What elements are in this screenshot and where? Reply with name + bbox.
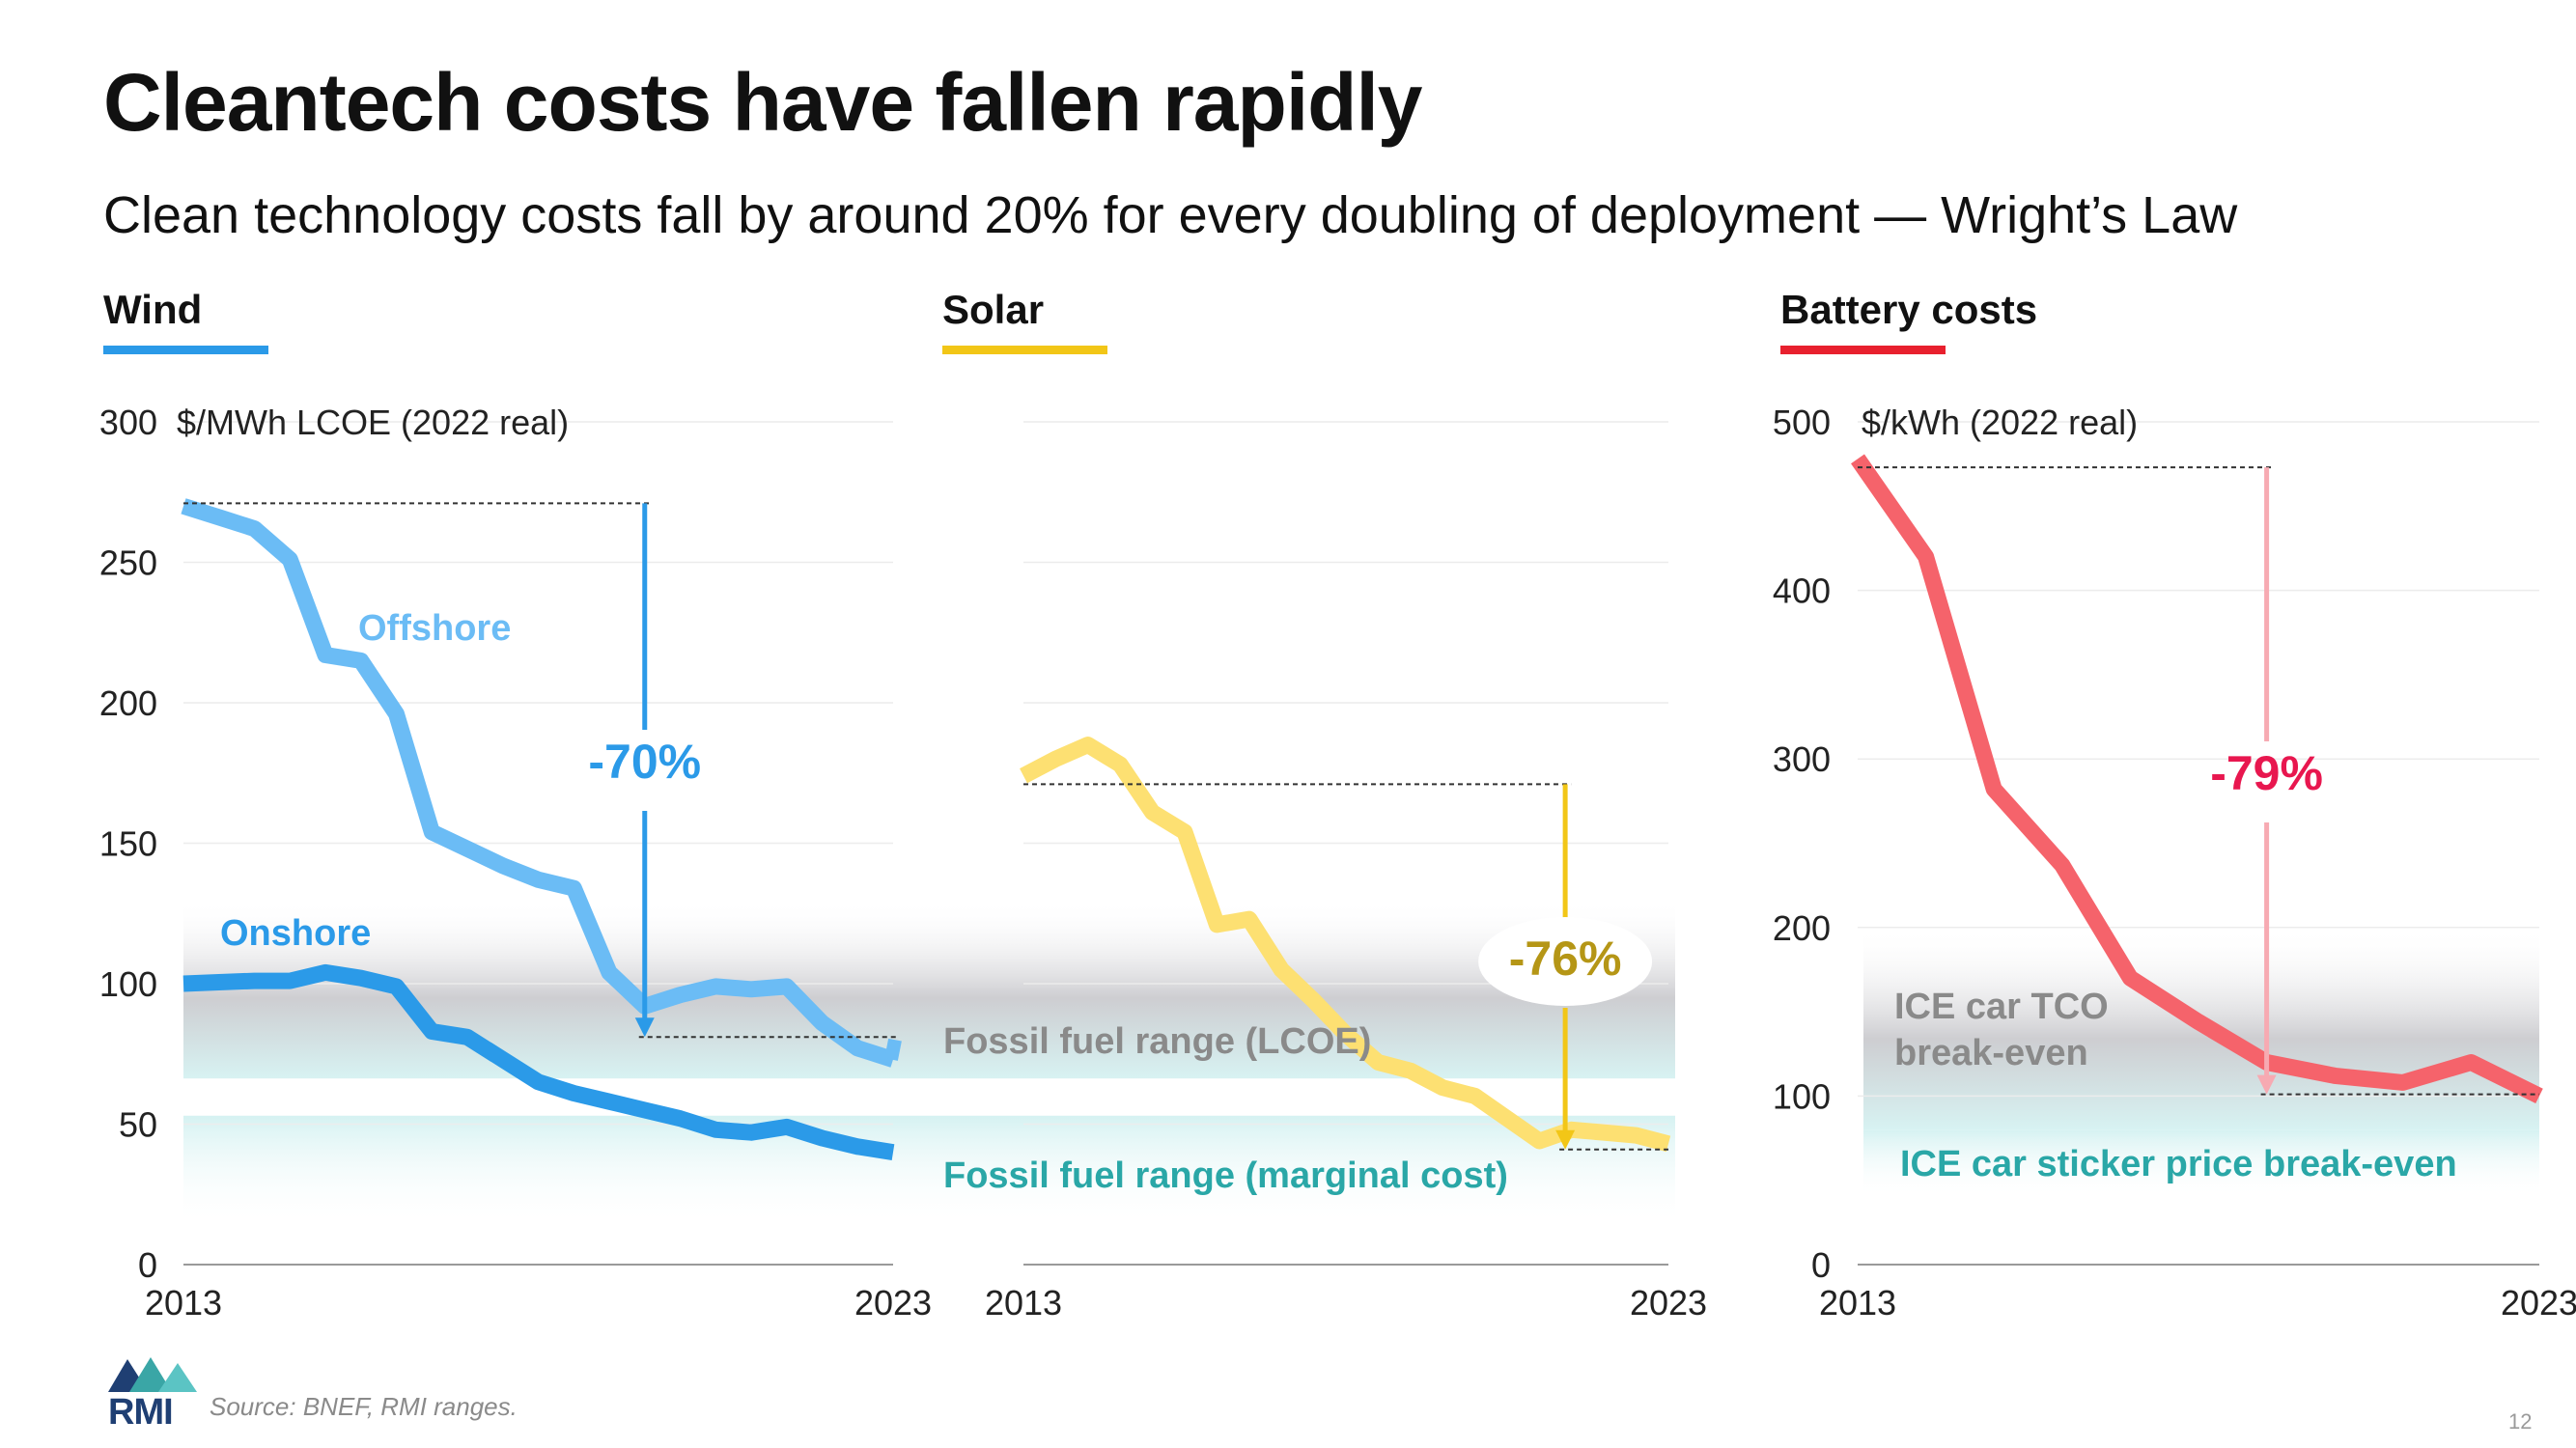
- annotations: [183, 466, 2539, 1151]
- wind-panel-title: Wind: [103, 287, 203, 332]
- x-tick-label: 2023: [854, 1283, 932, 1323]
- x-tick-label: 2013: [145, 1283, 222, 1323]
- wind-y-axis-label: $/MWh LCOE (2022 real): [177, 403, 569, 442]
- y-tick-label: 100: [99, 964, 157, 1004]
- wind-title-underline: [103, 346, 268, 354]
- y-tick-label: 400: [1773, 571, 1831, 611]
- y-tick-label: 0: [138, 1245, 157, 1285]
- y-tick-label: 200: [99, 683, 157, 723]
- x-tick-label: 2023: [2501, 1283, 2576, 1323]
- battery-arrow-head: [2256, 1074, 2277, 1095]
- fossil-lcoe-band: [183, 900, 1675, 1079]
- offshore-series-label: Offshore: [358, 608, 511, 649]
- y-tick-label: 150: [99, 824, 157, 864]
- page-number: 12: [2508, 1409, 2533, 1434]
- x-tick-label: 2023: [1630, 1283, 1707, 1323]
- solar-change-label: -76%: [1509, 932, 1622, 986]
- battery-y-axis-label: $/kWh (2022 real): [1862, 403, 2138, 442]
- battery-panel-title: Battery costs: [1780, 287, 2038, 332]
- ice-tco-label-line1: ICE car TCO: [1894, 987, 2109, 1027]
- solar-panel-title: Solar: [942, 287, 1045, 332]
- wind-change-label: -70%: [588, 735, 701, 789]
- y-tick-label: 300: [1773, 739, 1831, 779]
- y-tick-label: 50: [119, 1105, 157, 1145]
- rmi-logo-text: RMI: [108, 1392, 174, 1433]
- source-note: Source: BNEF, RMI ranges.: [210, 1392, 518, 1421]
- battery-title-underline: [1780, 346, 1946, 354]
- ice-tco-label-line2: break-even: [1894, 1033, 2088, 1073]
- ice-sticker-band: [1863, 1129, 2539, 1198]
- y-tick-label: 200: [1773, 908, 1831, 948]
- chart-labels: 2013 2023 0 50 100 150 200 250 300 2013 2023 2013 20…: [99, 403, 2576, 1323]
- y-tick-label: 500: [1773, 403, 1831, 442]
- ice-sticker-label: ICE car sticker price break-even: [1900, 1144, 2457, 1184]
- fossil-marginal-label: Fossil fuel range (marginal cost): [943, 1156, 1508, 1196]
- solar-arrow-head: [1555, 1129, 1576, 1150]
- solar-label-bubble: [1478, 917, 1653, 1006]
- page-subtitle: Clean technology costs fall by around 20…: [103, 186, 2238, 244]
- y-tick-label: 100: [1773, 1076, 1831, 1116]
- battery-line: [1851, 454, 2543, 1104]
- offshore-wind-line: [181, 498, 896, 1068]
- y-tick-label: 0: [1811, 1245, 1831, 1285]
- fossil-lcoe-label: Fossil fuel range (LCOE): [943, 1021, 1371, 1062]
- solar-title-underline: [942, 346, 1107, 354]
- offshore-wind-end-segment: [884, 1038, 902, 1061]
- rmi-logo-mark: [108, 1357, 197, 1392]
- x-tick-label: 2013: [985, 1283, 1062, 1323]
- wind-arrow-head: [634, 1017, 655, 1038]
- fossil-marginal-band: [183, 1115, 1675, 1226]
- y-tick-label: 300: [99, 403, 157, 442]
- onshore-series-label: Onshore: [220, 913, 371, 954]
- onshore-wind-line: [182, 963, 895, 1160]
- page-title: Cleantech costs have fallen rapidly: [103, 57, 1423, 148]
- y-tick-label: 250: [99, 543, 157, 583]
- battery-change-label: -79%: [2210, 746, 2323, 800]
- x-tick-label: 2013: [1819, 1283, 1896, 1323]
